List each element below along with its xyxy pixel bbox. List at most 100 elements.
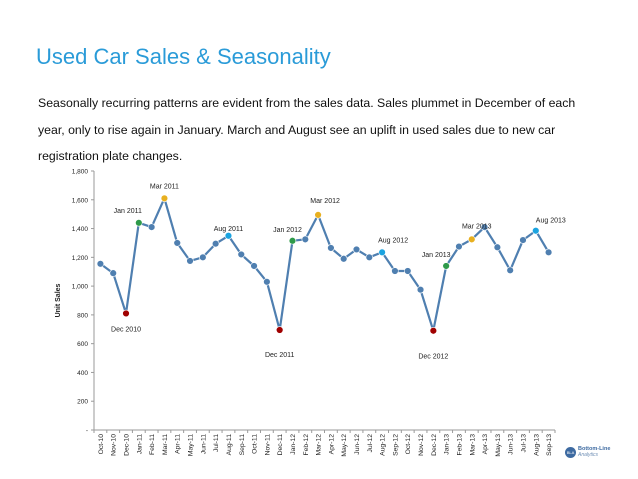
x-tick-label: Aug-12 (380, 434, 387, 456)
x-tick-label: Dec-11 (277, 434, 284, 456)
y-tick-label: 1,400 (72, 226, 89, 233)
logo-badge-icon: BLA (565, 446, 576, 458)
x-tick-label: Dec-12 (431, 434, 438, 456)
x-tick-label: Mar-13 (469, 434, 476, 456)
data-point-marker (544, 248, 553, 256)
data-point-marker (519, 236, 527, 244)
data-annotation-label: Aug 2011 (214, 226, 244, 233)
x-tick-label: Dec-10 (124, 434, 131, 456)
x-tick-label: Sep-11 (239, 434, 246, 456)
description-text: Seasonally recurring patterns are eviden… (38, 96, 576, 163)
data-point-marker (493, 243, 502, 251)
data-point-mar-marker (468, 235, 476, 244)
data-annotation-label: Aug 2013 (536, 218, 566, 225)
x-tick-label: May-13 (495, 434, 502, 457)
data-point-marker (365, 253, 374, 262)
data-point-marker (186, 257, 194, 265)
data-point-marker (506, 266, 514, 274)
x-tick-label: Jun-11 (200, 434, 207, 454)
data-point-marker (455, 242, 463, 251)
x-tick-label: Nov-10 (111, 434, 118, 456)
y-axis-title: Unit Sales (55, 283, 62, 317)
series-line-unit-sales (99, 197, 550, 332)
data-annotation-label: Mar 2013 (462, 223, 492, 230)
data-point-marker (391, 267, 399, 275)
x-tick-label: Feb-12 (303, 434, 310, 456)
y-tick-label: 1,000 (72, 284, 89, 291)
data-point-marker (263, 278, 271, 286)
x-tick-label: Aug-13 (533, 434, 540, 456)
y-tick-label: 1,600 (72, 197, 89, 204)
data-point-mar-marker (314, 211, 322, 219)
data-annotation-label: Mar 2012 (310, 198, 340, 205)
y-tick-label: 600 (77, 341, 88, 348)
x-tick-label: Apr-13 (482, 434, 489, 455)
data-point-mar-marker (160, 194, 169, 203)
data-point-aug-marker (532, 227, 540, 235)
data-point-marker (199, 253, 207, 262)
data-annotation-label: Jan 2011 (114, 208, 142, 215)
x-tick-label: Nov-12 (418, 434, 425, 456)
x-tick-label: Jul-11 (213, 434, 220, 452)
data-point-aug-marker (378, 248, 386, 256)
data-point-marker (250, 262, 258, 270)
x-tick-label: Jun-13 (508, 434, 515, 455)
x-tick-label: May-11 (188, 434, 195, 456)
data-annotation-label: Dec 2010 (111, 326, 141, 333)
data-point-marker (147, 223, 156, 231)
x-tick-label: Oct-12 (405, 434, 412, 455)
data-point-marker (352, 245, 361, 254)
x-tick-label: May-12 (341, 434, 348, 457)
x-tick-label: Jan-11 (136, 434, 143, 454)
x-tick-label: Sep-13 (546, 434, 553, 456)
data-point-marker (416, 286, 425, 294)
page-title: Used Car Sales & Seasonality (36, 44, 331, 69)
data-annotation-label: Dec 2012 (418, 354, 448, 361)
x-tick-label: Apr-11 (175, 434, 182, 454)
x-tick-label: Jan-13 (444, 434, 451, 455)
x-tick-label: Feb-13 (456, 434, 463, 456)
data-annotation-label: Jan 2013 (422, 252, 451, 259)
data-point-marker (404, 267, 412, 275)
data-point-marker (96, 260, 105, 268)
data-point-marker (173, 239, 181, 247)
data-point-marker (480, 223, 489, 231)
data-point-marker (211, 239, 220, 248)
x-tick-label: Jun-12 (354, 434, 361, 455)
data-point-dec-marker (275, 326, 284, 334)
data-point-marker (340, 255, 348, 263)
x-tick-label: Oct-10 (98, 434, 105, 455)
data-point-marker (301, 235, 309, 244)
x-tick-label: Aug-11 (226, 434, 233, 456)
data-annotation-label: Jan 2012 (273, 227, 302, 234)
y-tick-label: 800 (77, 312, 88, 319)
y-tick-label: 1,800 (72, 169, 89, 176)
data-point-dec-marker (122, 309, 130, 318)
x-tick-label: Mar-11 (162, 434, 169, 455)
x-tick-label: Jul-13 (520, 434, 527, 453)
data-point-jan-marker (442, 262, 450, 270)
data-point-marker (109, 269, 117, 277)
company-logo: BLA Bottom-Line Analytics (565, 446, 610, 458)
data-point-aug-marker (224, 232, 233, 240)
x-tick-label: Oct-11 (252, 434, 259, 454)
x-tick-label: Nov-11 (264, 434, 271, 456)
data-annotation-label: Dec 2011 (265, 352, 295, 359)
logo-line-2: Analytics (578, 452, 599, 458)
y-tick-label: 200 (77, 399, 88, 406)
data-point-jan-marker (135, 219, 143, 227)
data-annotation-label: Aug 2012 (378, 237, 408, 244)
y-tick-label: - (86, 428, 88, 435)
y-tick-label: 1,200 (72, 255, 89, 262)
x-tick-label: Apr-12 (328, 434, 335, 455)
x-tick-label: Jul-12 (367, 434, 374, 453)
x-tick-label: Jan-12 (290, 434, 297, 455)
x-tick-label: Mar-12 (316, 434, 323, 456)
logo-line-1: Bottom-Line (578, 446, 611, 452)
x-tick-label: Sep-12 (392, 434, 399, 456)
data-point-dec-marker (429, 327, 438, 335)
x-tick-label: Feb-11 (149, 434, 156, 455)
data-point-marker (327, 244, 335, 252)
y-tick-label: 400 (77, 370, 88, 377)
